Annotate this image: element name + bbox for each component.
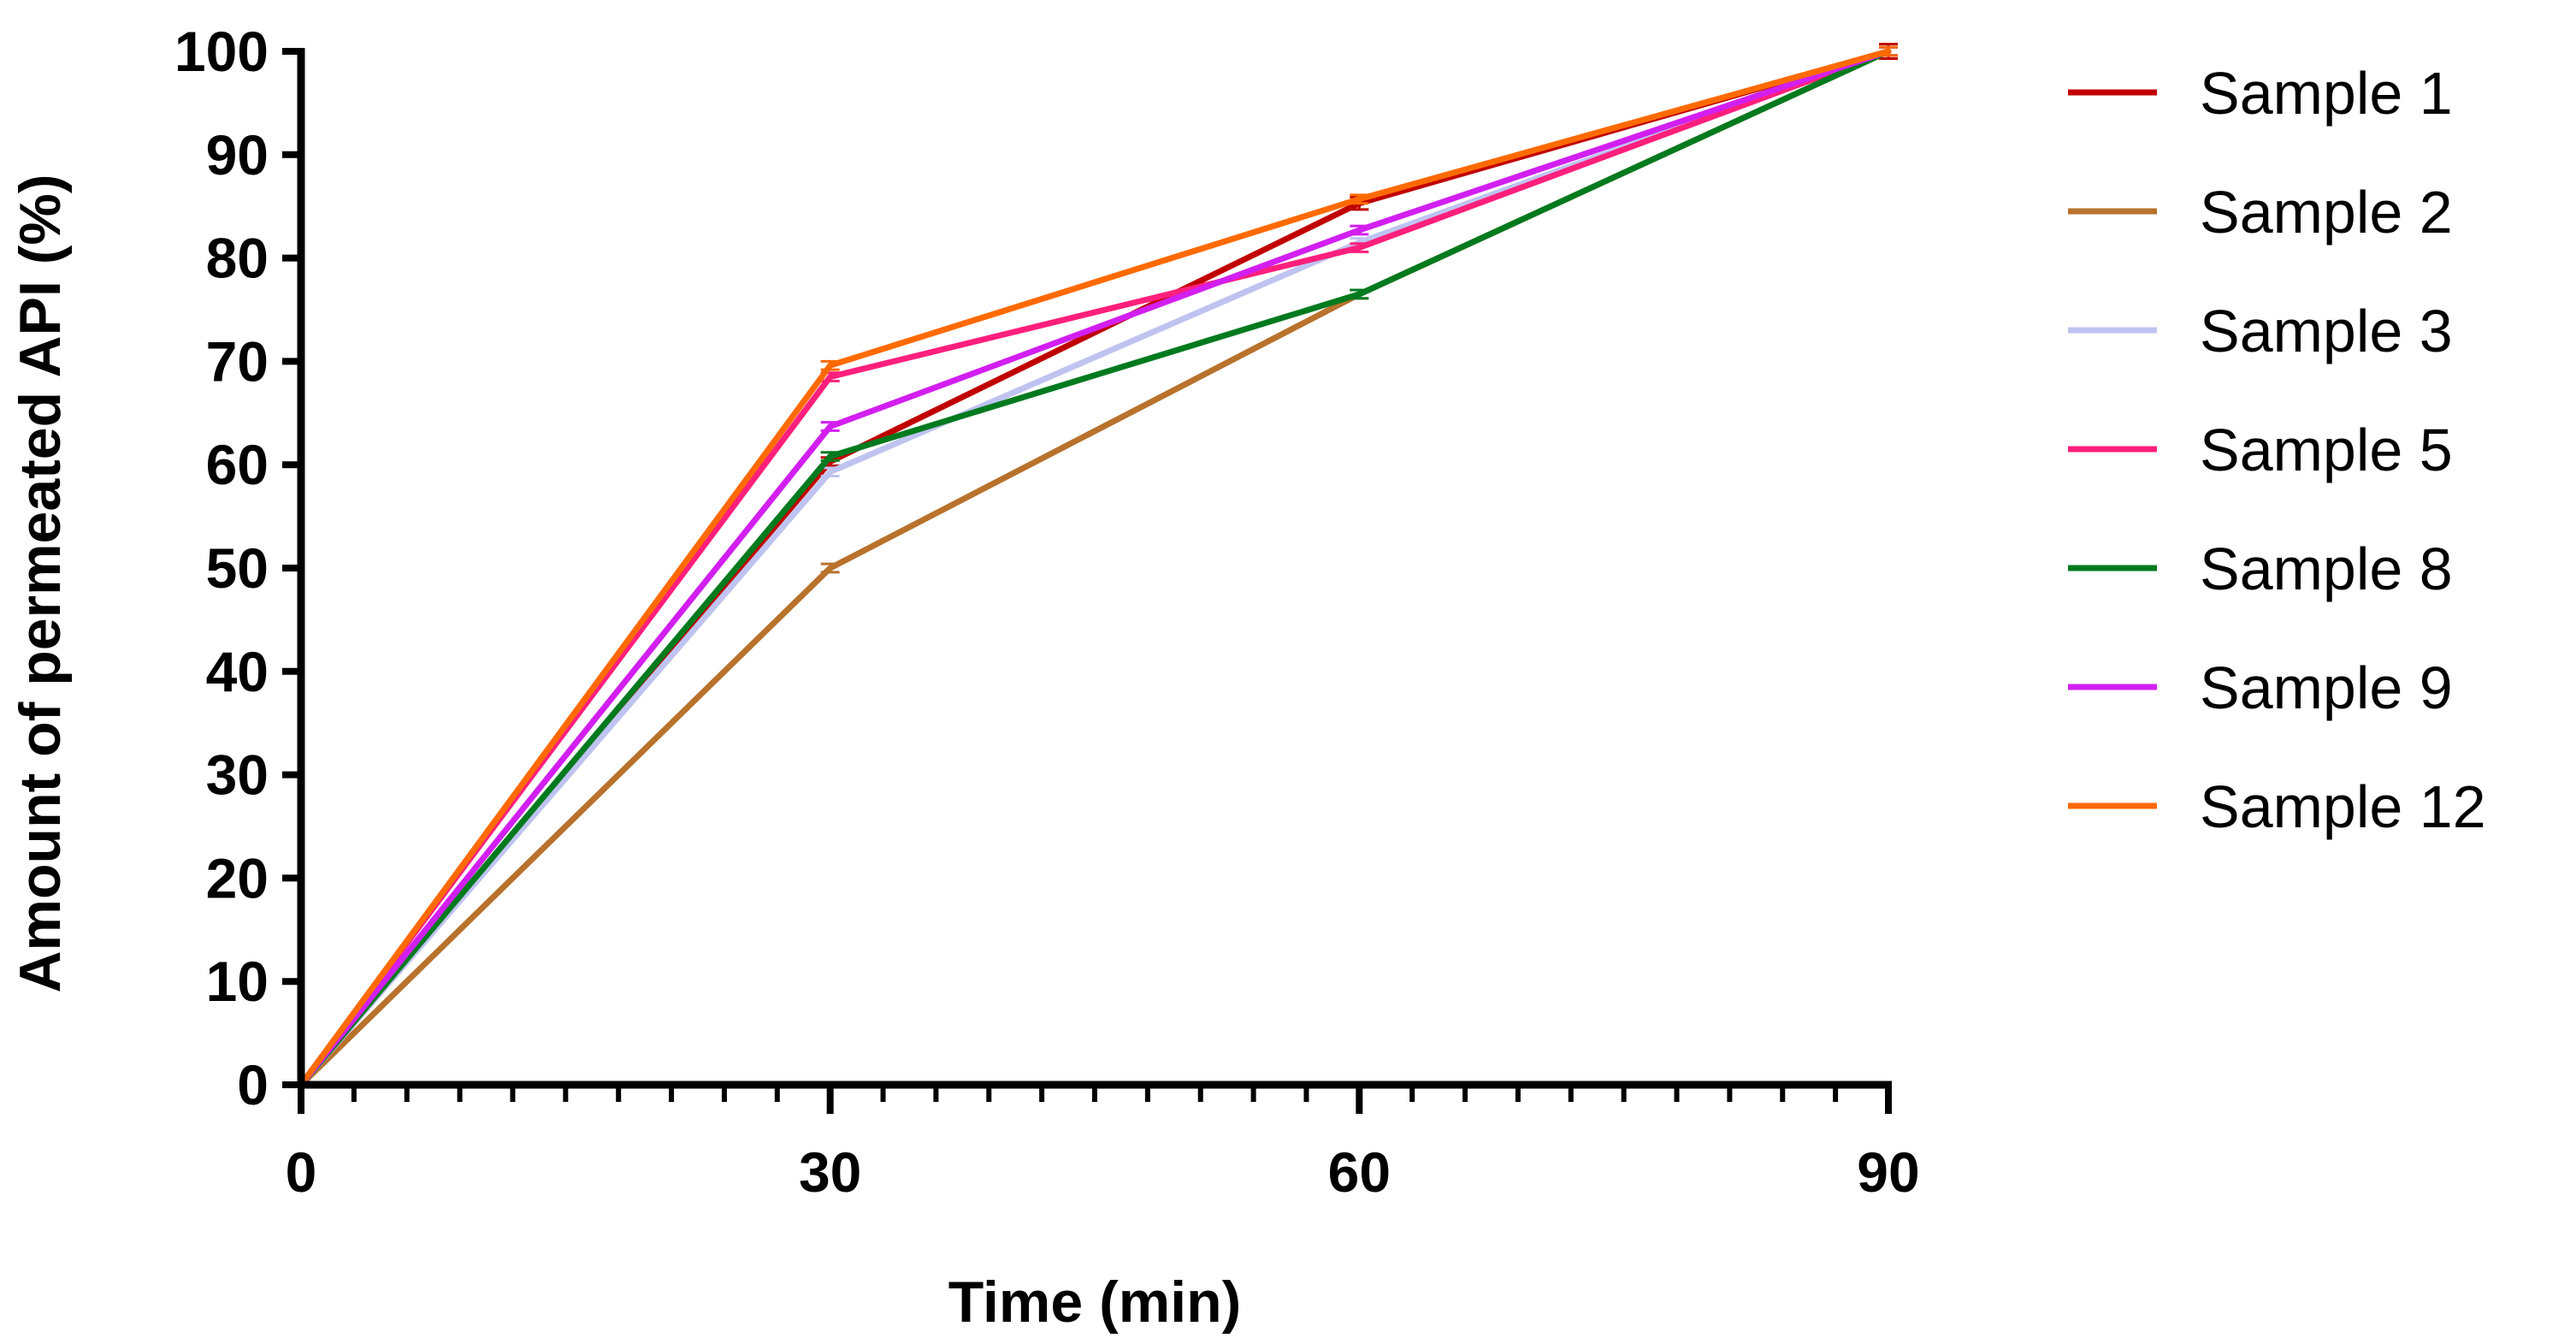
y-tick-label: 70 bbox=[206, 329, 269, 393]
x-tick-label: 60 bbox=[1328, 1140, 1391, 1204]
x-tick-label: 30 bbox=[799, 1140, 861, 1204]
x-tick-label: 0 bbox=[286, 1140, 317, 1204]
legend-label: Sample 12 bbox=[2200, 773, 2486, 840]
y-tick-label: 80 bbox=[206, 227, 269, 290]
x-axis-title: Time (min) bbox=[948, 1270, 1242, 1335]
legend-label: Sample 2 bbox=[2200, 179, 2453, 246]
legend-label: Sample 8 bbox=[2200, 536, 2453, 602]
legend-item: Sample 1 bbox=[2068, 60, 2453, 127]
series-5 bbox=[298, 45, 1898, 1088]
series-7 bbox=[298, 45, 1898, 1088]
y-tick-label: 100 bbox=[174, 20, 269, 83]
y-axis-title: Amount of permeated API (%) bbox=[8, 174, 73, 992]
legend-label: Sample 1 bbox=[2200, 60, 2453, 127]
series-line bbox=[298, 48, 1892, 1088]
series-line bbox=[298, 48, 1892, 1088]
legend-item: Sample 5 bbox=[2068, 417, 2453, 483]
y-tick-label: 50 bbox=[206, 536, 269, 600]
series-4 bbox=[298, 45, 1898, 1088]
legend-item: Sample 2 bbox=[2068, 179, 2453, 246]
axes-layer: 0 10 20 30 40 50 60 70 80 90 100 0 30 60 90 bbox=[174, 20, 1920, 1204]
y-tick-label: 20 bbox=[206, 846, 269, 909]
legend: Sample 1 Sample 2 Sample 3 Sample 5 Sample 8… bbox=[2068, 60, 2486, 840]
series-line bbox=[298, 48, 1892, 1088]
series-3 bbox=[298, 45, 1898, 1088]
legend-item: Sample 9 bbox=[2068, 654, 2453, 721]
x-tick-label: 90 bbox=[1857, 1140, 1919, 1204]
legend-label: Sample 5 bbox=[2200, 417, 2453, 483]
series-line bbox=[298, 48, 1892, 1088]
series-2 bbox=[298, 45, 1898, 1088]
legend-item: Sample 12 bbox=[2068, 773, 2486, 840]
series-1 bbox=[298, 43, 1898, 1088]
y-tick-label: 60 bbox=[206, 433, 269, 496]
legend-item: Sample 3 bbox=[2068, 298, 2453, 364]
series-6 bbox=[298, 45, 1898, 1088]
y-tick-label: 30 bbox=[206, 743, 269, 807]
y-tick-label: 90 bbox=[206, 123, 269, 187]
series-line bbox=[298, 48, 1892, 1088]
y-tick-label: 40 bbox=[206, 640, 269, 703]
legend-label: Sample 3 bbox=[2200, 298, 2453, 364]
y-tick-label: 0 bbox=[237, 1053, 269, 1116]
series-layer bbox=[298, 43, 1898, 1088]
series-line bbox=[298, 48, 1892, 1088]
legend-label: Sample 9 bbox=[2200, 654, 2453, 721]
series-line bbox=[298, 48, 1892, 1088]
y-tick-label: 10 bbox=[206, 950, 269, 1013]
legend-item: Sample 8 bbox=[2068, 536, 2453, 602]
